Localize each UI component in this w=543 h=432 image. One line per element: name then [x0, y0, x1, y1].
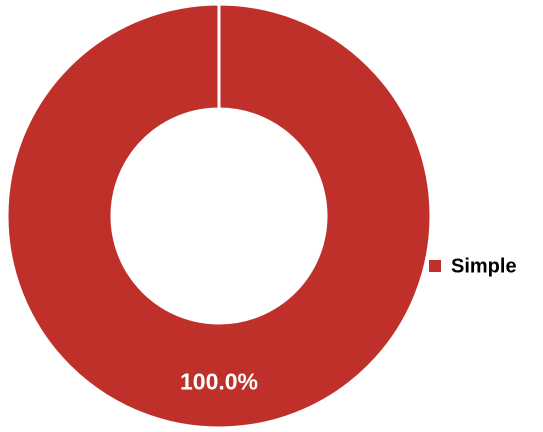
legend-label: Simple	[451, 255, 517, 277]
donut-slice	[5, 2, 433, 430]
legend-swatch	[429, 260, 441, 272]
data-label: 100.0%	[180, 369, 258, 395]
